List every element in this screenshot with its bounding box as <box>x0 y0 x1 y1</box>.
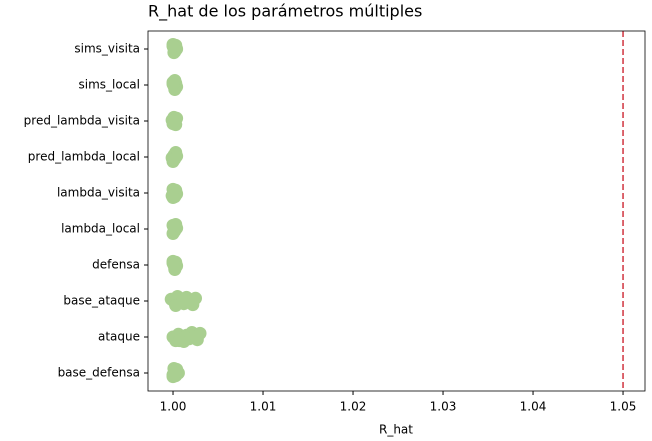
x-tick-label: 1.02 <box>340 400 367 414</box>
y-tick-label: sims_local <box>79 78 141 92</box>
y-tick-label: pred_lambda_visita <box>24 114 140 128</box>
point <box>193 326 207 340</box>
y-tick-label: lambda_local <box>61 222 140 236</box>
y-tick-label: ataque <box>98 330 140 344</box>
point <box>166 370 180 384</box>
y-tick-label: base_defensa <box>58 366 140 380</box>
point <box>166 77 180 91</box>
y-tick-label: base_ataque <box>63 294 140 308</box>
x-tick-label: 1.03 <box>430 400 457 414</box>
x-tick-label: 1.01 <box>250 400 277 414</box>
x-axis-label: R_hat <box>379 423 413 437</box>
y-tick-label: defensa <box>92 258 140 272</box>
chart-title: R_hat de los parámetros múltiples <box>148 2 422 22</box>
y-tick-label: lambda_visita <box>57 186 140 200</box>
point <box>166 256 180 270</box>
x-tick-label: 1.00 <box>160 400 187 414</box>
point <box>166 191 180 204</box>
point <box>166 115 180 129</box>
plot-frame <box>147 30 646 392</box>
point <box>189 291 203 305</box>
x-tick-label: 1.05 <box>610 400 637 414</box>
point <box>167 153 181 167</box>
y-tick-label: sims_visita <box>74 42 140 56</box>
point <box>166 218 180 232</box>
point <box>172 334 186 348</box>
y-tick-label: pred_lambda_local <box>28 150 140 164</box>
point <box>169 299 183 312</box>
x-tick-label: 1.04 <box>520 400 547 414</box>
point <box>166 39 180 53</box>
